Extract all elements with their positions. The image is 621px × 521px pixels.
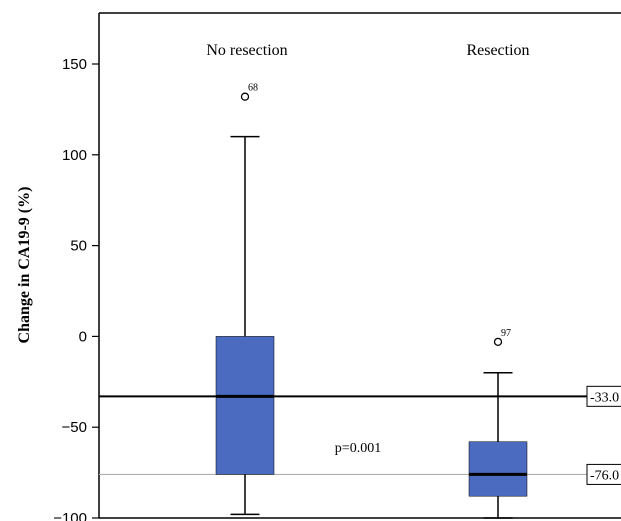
iqr-box-0 <box>215 336 275 475</box>
p-value-annotation: p=0.001 <box>335 441 381 456</box>
box-0: 68 <box>215 83 275 516</box>
reference-label-text-1: -76.0 <box>590 468 619 483</box>
y-tick-label-0: −100 <box>53 510 87 521</box>
y-tick-label-1: −50 <box>62 419 87 436</box>
y-tick-label-2: 0 <box>79 328 87 345</box>
outlier-point-1-0 <box>493 337 503 346</box>
y-tick-label-4: 100 <box>62 147 87 164</box>
category-label-resection: Resection <box>466 42 529 59</box>
y-axis-label: Change in CA19-9 (%) <box>16 187 33 344</box>
outlier-point-0-0 <box>240 92 250 101</box>
y-tick-label-5: 150 <box>62 56 87 73</box>
box-1: 97 <box>468 328 528 519</box>
iqr-box-1 <box>468 441 528 497</box>
reference-label-text-0: -33.0 <box>590 390 619 405</box>
category-label-no-resection: No resection <box>206 42 287 59</box>
outlier-label-1-0: 97 <box>501 328 511 339</box>
y-axis: −100 −50 0 50 100 150 <box>53 12 621 521</box>
plot-area: 68 97 -33.0 -76.0 <box>99 83 621 519</box>
outlier-label-0-0: 68 <box>248 83 258 94</box>
reference-label-0: -33.0 <box>586 385 621 407</box>
reference-label-box-1 <box>586 463 621 485</box>
y-tick-label-3: 50 <box>70 238 87 255</box>
reference-label-box-0 <box>586 385 621 407</box>
reference-label-1: -76.0 <box>586 463 621 485</box>
